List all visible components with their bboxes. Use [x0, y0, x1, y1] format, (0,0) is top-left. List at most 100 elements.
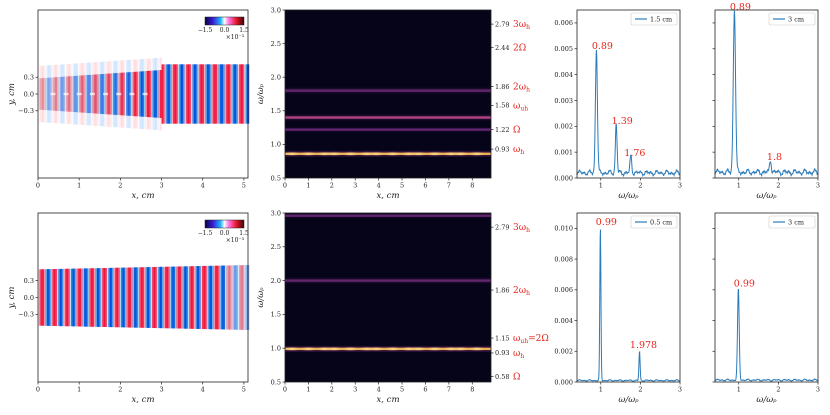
field-stripe [67, 268, 70, 327]
spectrogram-right-tick-label: 1.22 [495, 126, 509, 134]
field-stripe [96, 268, 99, 327]
field-stripe-halo [69, 111, 72, 125]
field-stripe [51, 269, 54, 326]
field-stripe-halo [58, 64, 61, 77]
field-stripe [156, 266, 159, 329]
legend-label: 0.5 cm [650, 218, 672, 226]
field-stripe-halo [87, 62, 90, 75]
field-stripe-halo [142, 58, 145, 72]
field-stripe [158, 266, 161, 329]
field-stripe [155, 266, 158, 329]
spectrogram-hotspot [383, 151, 402, 157]
field-stripe [119, 267, 122, 328]
field-stripe [151, 70, 154, 118]
field-map-panel-1: −1.5 0.0 1.5×10⁻³ [38, 16, 250, 131]
spectrogram-freq-name: ωuh [513, 101, 528, 112]
field-stripe-halo [95, 62, 98, 75]
field-stripe-halo [61, 64, 64, 77]
colorbar-tick-label: −1.5 [198, 27, 213, 34]
spectrum-xtick-label: 1 [737, 182, 741, 190]
field-stripe [179, 64, 182, 124]
field-stripe [126, 72, 129, 116]
legend-box [768, 12, 816, 26]
field-stripe-halo [92, 113, 95, 126]
field-stripe [74, 268, 77, 327]
field-stripe [206, 64, 209, 124]
field-stripe [208, 265, 211, 330]
field-stripe [182, 266, 185, 329]
spectrogram-hotspot [467, 346, 486, 352]
field-stripe [116, 267, 119, 328]
field-stripe [177, 266, 180, 329]
field-stripe [109, 73, 112, 115]
field-stripe-halo [98, 113, 101, 127]
field-stripe-halo [80, 112, 83, 125]
field-stripe [42, 78, 45, 110]
field-stripe-halo [59, 111, 62, 124]
field-stripe [63, 268, 66, 327]
field-stripe [158, 70, 161, 118]
field-stripe [111, 267, 114, 328]
spectrum-xtick-label: 1 [599, 386, 603, 394]
field-stripe-halo [80, 63, 83, 76]
spectrum-axes [714, 9, 819, 179]
field-stripe [98, 74, 101, 114]
field-stripe [205, 265, 208, 330]
field-stripe [124, 72, 127, 116]
field-map-ylabel: y, cm [7, 287, 17, 310]
spectrum-ytick-label: 0.010 [554, 225, 573, 233]
field-stripe-halo [155, 117, 158, 130]
field-stripe [227, 265, 230, 330]
field-stripe [243, 64, 246, 124]
field-stripe-halo [129, 115, 132, 129]
field-stripe-halo [119, 115, 122, 128]
field-stripe [140, 267, 143, 328]
field-stripe [237, 64, 240, 124]
field-stripe [130, 267, 133, 328]
field-stripe-halo [72, 112, 75, 125]
field-stripe [69, 76, 72, 112]
field-map-ytick-label: 0.0 [24, 294, 34, 302]
field-stripe [245, 64, 248, 124]
field-stripe [134, 267, 137, 328]
field-stripe [172, 64, 175, 124]
field-stripe [93, 268, 96, 327]
field-stripe [50, 269, 53, 326]
field-stripe-halo [92, 62, 95, 75]
field-stripe-halo [46, 110, 49, 123]
spectrogram-right-tick-label: 2.79 [495, 20, 509, 28]
field-map-xtick-label: 2 [118, 386, 122, 394]
field-stripe [193, 64, 196, 124]
field-stripe-halo [132, 59, 135, 72]
field-stripe-halo [127, 59, 130, 73]
spectrogram-ytick-label: 3.0 [271, 209, 281, 217]
field-stripe-halo [153, 58, 156, 71]
spectrum-line [714, 288, 819, 382]
field-stripe-halo [53, 64, 56, 78]
field-stripe-halo [79, 112, 82, 125]
field-stripe [197, 64, 200, 124]
spectrum-xtick-label: 2 [776, 182, 780, 190]
spectrum-ytick-label: 0.005 [554, 45, 573, 53]
field-map-xtick-label: 4 [201, 182, 205, 190]
field-stripe [114, 267, 117, 328]
field-stripe [239, 265, 242, 330]
spectrogram-axes-2 [284, 212, 492, 383]
field-stripe [124, 267, 127, 328]
field-stripe-halo [54, 64, 57, 78]
spectrogram-right-tick-label: 0.58 [495, 373, 509, 381]
field-stripe [185, 266, 188, 329]
spectrum-xlabel: ω/ωₚ [756, 395, 777, 405]
peak-label: 1.8 [767, 152, 782, 163]
field-stripe-halo [122, 115, 125, 128]
field-stripe [108, 267, 111, 328]
field-stripe-halo [143, 116, 146, 130]
field-stripe [206, 265, 209, 330]
spectrogram-band [285, 116, 491, 119]
field-stripe-halo [147, 58, 150, 71]
colorbar [204, 219, 245, 229]
spectrogram-ytick-label: 3.0 [271, 6, 281, 14]
field-stripe [77, 268, 80, 327]
field-stripe-halo [135, 116, 138, 129]
